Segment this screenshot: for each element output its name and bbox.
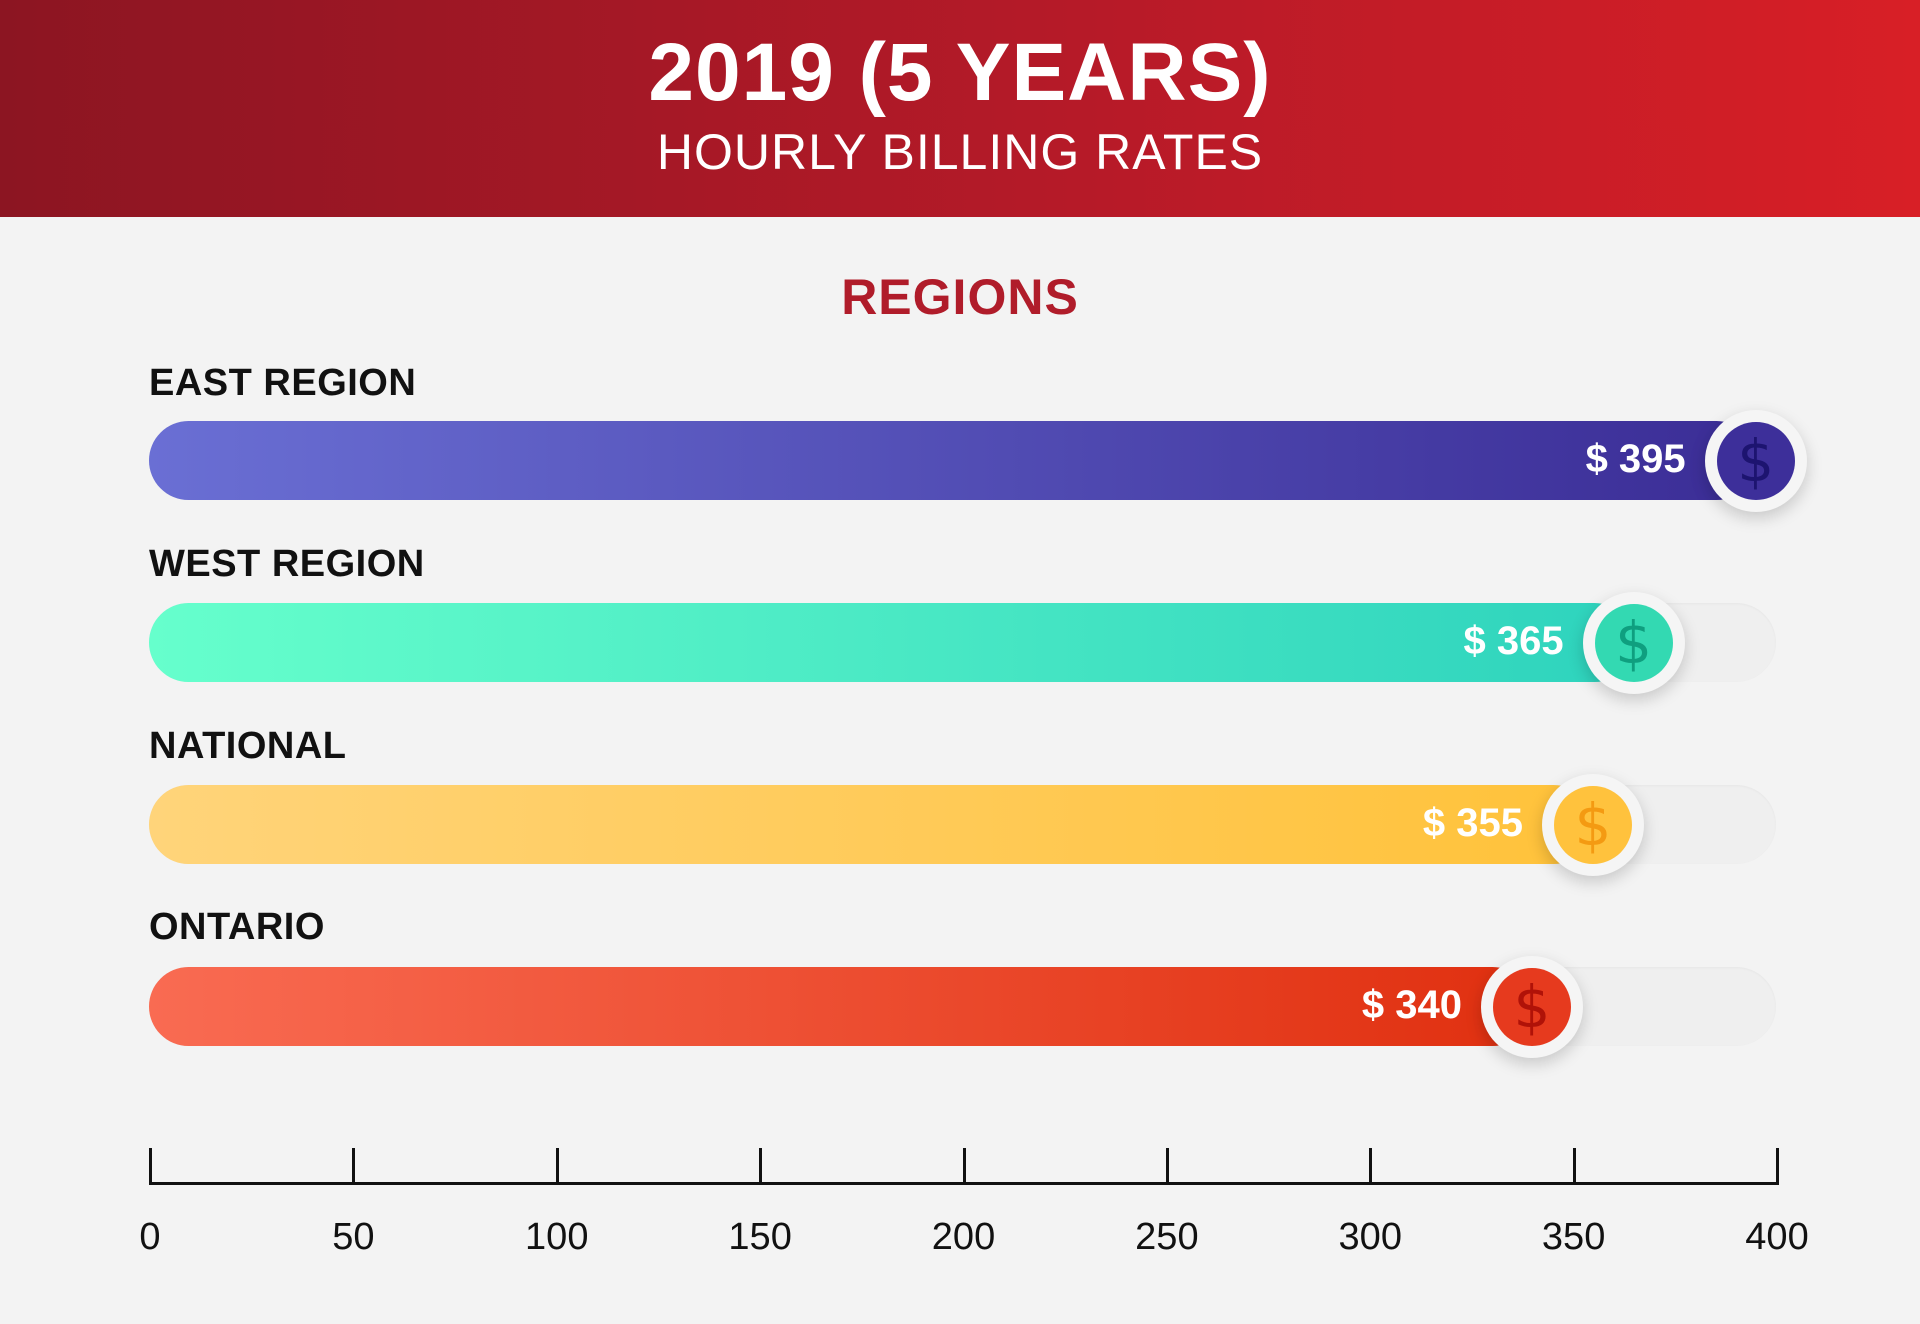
bar-east-region <box>149 421 1756 500</box>
header-banner: 2019 (5 YEARS) HOURLY BILLING RATES <box>0 0 1920 217</box>
x-tick-mark <box>352 1148 356 1185</box>
bar-end-knob-ontario: $ <box>1480 955 1583 1058</box>
x-tick-mark <box>1776 1148 1779 1185</box>
category-label-national: NATIONAL <box>149 725 347 767</box>
dollar-icon: $ <box>1716 421 1795 500</box>
x-tick-mark <box>149 1148 152 1185</box>
chart-title: 2019 (5 YEARS) <box>648 27 1272 118</box>
x-tick-label: 100 <box>525 1216 589 1258</box>
value-label-national: $ 355 <box>1422 801 1523 845</box>
bar-end-knob-national: $ <box>1541 773 1644 876</box>
x-tick-mark <box>1572 1148 1576 1185</box>
x-tick-mark <box>962 1148 966 1185</box>
category-label-ontario: ONTARIO <box>149 906 325 948</box>
dollar-icon: $ <box>1553 785 1632 864</box>
x-tick-mark <box>1165 1148 1169 1185</box>
x-tick-label: 300 <box>1338 1216 1402 1258</box>
value-label-east-region: $ 395 <box>1585 437 1686 481</box>
x-tick-label: 400 <box>1745 1216 1809 1258</box>
x-tick-label: 0 <box>139 1216 161 1258</box>
x-tick-label: 200 <box>931 1216 996 1258</box>
dollar-icon: $ <box>1594 603 1673 682</box>
dollar-icon: $ <box>1492 967 1571 1046</box>
x-tick-mark <box>1369 1148 1373 1185</box>
category-label-east-region: EAST REGION <box>149 362 417 404</box>
x-tick-label: 250 <box>1135 1216 1199 1258</box>
value-label-ontario: $ 340 <box>1361 983 1462 1027</box>
bar-national <box>149 785 1593 864</box>
bar-west-region <box>149 603 1634 682</box>
section-title: REGIONS <box>841 269 1079 325</box>
x-tick-label: 350 <box>1541 1216 1606 1258</box>
chart-subtitle: HOURLY BILLING RATES <box>656 124 1264 180</box>
x-tick-mark <box>759 1148 763 1185</box>
category-label-west-region: WEST REGION <box>149 543 425 585</box>
bar-end-knob-west-region: $ <box>1582 591 1685 694</box>
x-tick-mark <box>555 1148 559 1185</box>
bar-ontario <box>149 967 1532 1046</box>
value-label-west-region: $ 365 <box>1463 619 1564 663</box>
bar-end-knob-east-region: $ <box>1704 409 1807 512</box>
x-tick-label: 150 <box>728 1216 792 1258</box>
x-tick-label: 50 <box>332 1216 375 1258</box>
